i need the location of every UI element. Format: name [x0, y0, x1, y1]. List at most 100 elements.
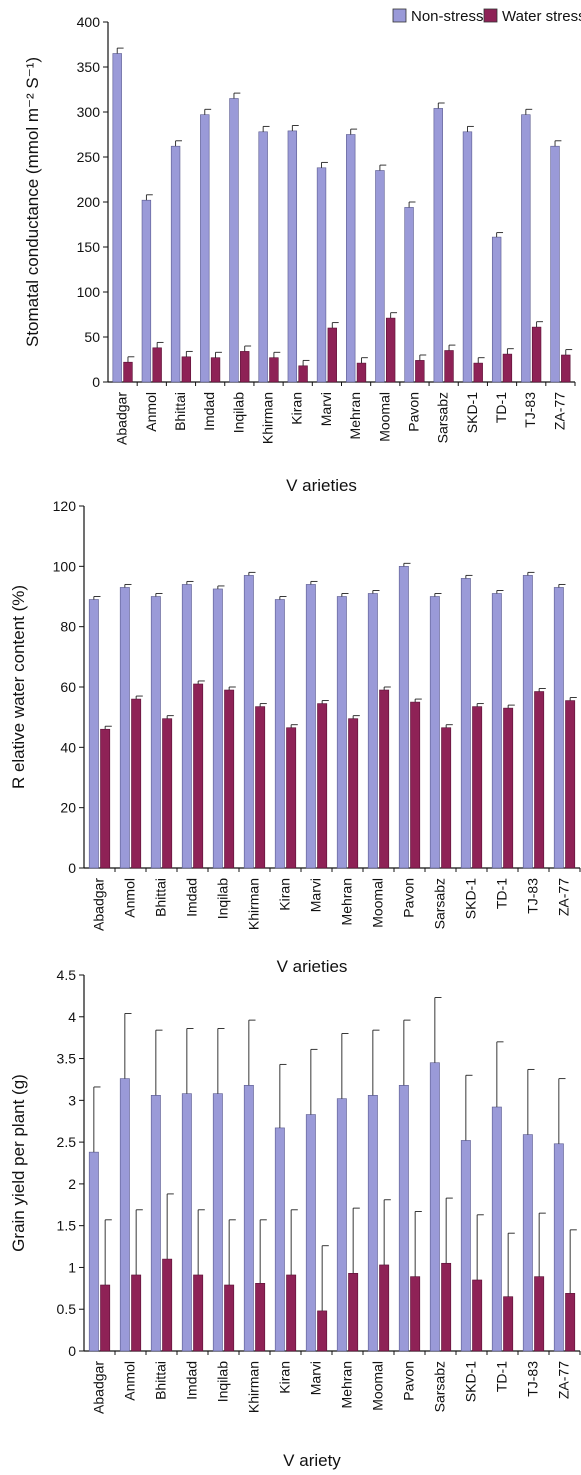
y-axis-title: Stomatal conductance (mmol m⁻² S⁻¹)	[23, 57, 42, 347]
bar-non-stress-kiran	[274, 599, 285, 869]
bar-non-stress-mehran	[336, 1098, 347, 1352]
x-axis-title: V arieties	[277, 957, 348, 976]
x-tick-label-td-1: TD-1	[494, 1361, 510, 1392]
y-tick-label: 100	[77, 284, 101, 300]
y-tick-label: 4	[68, 1009, 76, 1025]
bar-non-stress-khirman	[243, 575, 254, 869]
y-tick-label: 120	[53, 498, 77, 514]
y-tick-label: 50	[84, 329, 100, 345]
bar-non-stress-imdad	[181, 584, 192, 869]
bar-water-stress-inqilab	[224, 689, 235, 869]
bar-non-stress-abadgar	[88, 1151, 99, 1352]
bar-water-stress-pavon	[410, 1276, 421, 1352]
bar-non-stress-tj-83	[521, 114, 531, 383]
y-tick-label: 1.5	[57, 1218, 77, 1234]
bar-non-stress-moomal	[375, 170, 385, 383]
bar-water-stress-mehran	[348, 1272, 359, 1352]
x-tick-label-pavon: Pavon	[401, 1361, 417, 1401]
bar-non-stress-za-77	[553, 1143, 564, 1352]
bar-water-stress-td-1	[502, 353, 513, 383]
legend-swatch-non-stress	[392, 8, 407, 23]
y-tick-label: 20	[60, 800, 76, 816]
y-tick-label: 3.5	[57, 1051, 77, 1067]
bar-water-stress-skd-1	[472, 1279, 483, 1352]
bar-water-stress-tj-83	[534, 1276, 545, 1352]
bar-non-stress-td-1	[491, 1106, 502, 1352]
x-tick-label-skd-1: SKD-1	[464, 392, 480, 433]
bar-water-stress-kiran	[298, 365, 308, 383]
x-tick-label-mehran: Mehran	[339, 1361, 355, 1408]
bar-water-stress-moomal	[379, 1264, 390, 1352]
x-tick-label-sarsabz: Sarsabz	[432, 878, 448, 929]
bar-water-stress-za-77	[561, 354, 571, 383]
y-tick-label: 400	[77, 14, 101, 30]
bar-non-stress-mehran	[336, 596, 347, 869]
x-tick-label-za-77: ZA-77	[551, 392, 567, 430]
x-tick-label-khirman: Khirman	[260, 392, 276, 444]
bar-water-stress-pavon	[415, 360, 425, 383]
bar-non-stress-pavon	[398, 1084, 409, 1352]
bar-water-stress-marvi	[327, 327, 337, 383]
bar-non-stress-imdad	[200, 114, 210, 383]
bar-non-stress-marvi	[305, 584, 316, 869]
bar-water-stress-abadgar	[100, 1284, 111, 1352]
bar-water-stress-imdad	[193, 683, 204, 869]
chart-legend: Non-stress Water stress	[392, 8, 581, 25]
bar-water-stress-inqilab	[240, 351, 250, 383]
y-tick-label: 300	[77, 104, 101, 120]
bar-non-stress-khirman	[258, 131, 268, 383]
x-tick-label-abadgar: Abadgar	[91, 878, 107, 931]
x-tick-label-inqilab: Inqilab	[230, 392, 246, 433]
legend-label-non-stress: Non-stress	[411, 8, 484, 25]
bar-non-stress-bhittai	[150, 596, 161, 869]
x-tick-label-moomal: Moomal	[370, 878, 386, 928]
bar-non-stress-skd-1	[460, 578, 471, 869]
bar-water-stress-sarsabz	[441, 1262, 452, 1352]
x-tick-label-tj-83: TJ-83	[522, 392, 538, 428]
y-axis-title: R elative water content (%)	[9, 585, 28, 789]
bar-water-stress-anmol	[131, 1274, 142, 1352]
y-axis-title: Grain yield per plant (g)	[9, 1074, 28, 1252]
bar-non-stress-bhittai	[150, 1095, 161, 1352]
bar-water-stress-moomal	[379, 689, 390, 869]
bar-water-stress-bhittai	[162, 1258, 173, 1352]
x-tick-label-kiran: Kiran	[277, 1361, 293, 1394]
bar-non-stress-kiran	[274, 1127, 285, 1352]
bar-water-stress-anmol	[131, 698, 142, 869]
bar-water-stress-inqilab	[224, 1284, 235, 1352]
y-tick-label: 1	[68, 1259, 76, 1275]
bar-water-stress-kiran	[286, 1274, 297, 1352]
bar-water-stress-mehran	[356, 362, 367, 383]
bar-non-stress-moomal	[367, 1095, 378, 1352]
bar-non-stress-abadgar	[112, 53, 122, 383]
x-tick-label-td-1: TD-1	[494, 878, 510, 909]
bar-non-stress-pavon	[398, 566, 409, 869]
bar-water-stress-khirman	[255, 1283, 266, 1352]
x-tick-label-anmol: Anmol	[143, 392, 159, 432]
x-tick-label-imdad: Imdad	[201, 392, 217, 431]
y-tick-label: 60	[60, 679, 76, 695]
bar-water-stress-sarsabz	[444, 350, 454, 383]
x-tick-label-moomal: Moomal	[370, 1361, 386, 1411]
bar-non-stress-anmol	[119, 587, 130, 869]
bar-water-stress-imdad	[193, 1274, 204, 1352]
bar-non-stress-inqilab	[229, 98, 239, 383]
x-axis-title: V arieties	[286, 476, 357, 495]
bar-water-stress-bhittai	[181, 356, 192, 383]
chart-panel-relative-water-content: 0 20 40 60 80 100 120 Abadgar Anmol Bhittai Imdad I…	[9, 498, 581, 976]
bar-non-stress-tj-83	[522, 575, 533, 869]
chart-panel-grain-yield: 0 0.5 1 1.5 2 2.5 3 3.5 4 4.5 Abadgar Anmol Bhittai I…	[9, 967, 581, 1470]
bar-non-stress-kiran	[287, 130, 298, 383]
bar-non-stress-sarsabz	[429, 596, 440, 869]
bar-water-stress-abadgar	[100, 728, 111, 869]
bar-water-stress-kiran	[286, 727, 297, 869]
bar-non-stress-skd-1	[460, 1140, 471, 1352]
x-tick-label-abadgar: Abadgar	[91, 1361, 107, 1414]
bar-water-stress-pavon	[410, 701, 421, 869]
x-tick-label-pavon: Pavon	[405, 392, 421, 432]
x-tick-label-tj-83: TJ-83	[525, 1361, 541, 1397]
y-tick-label: 250	[77, 149, 101, 165]
bar-water-stress-khirman	[255, 706, 266, 869]
bar-water-stress-imdad	[210, 357, 221, 383]
bar-non-stress-abadgar	[88, 599, 99, 869]
